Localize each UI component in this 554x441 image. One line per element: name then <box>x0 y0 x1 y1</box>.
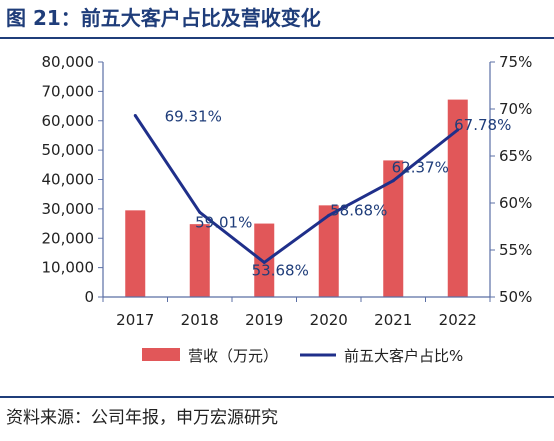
x-tick-label-2021: 2021 <box>374 311 412 329</box>
data-label-2018: 59.01% <box>195 213 252 231</box>
line-point-2018 <box>198 210 202 214</box>
bar-2020 <box>318 205 339 297</box>
y-left-tick-label: 0 <box>84 288 94 306</box>
y-left-tick-label: 50,000 <box>42 141 95 159</box>
y-left-tick-label: 10,000 <box>42 259 95 277</box>
y-left-tick-label: 60,000 <box>42 112 95 130</box>
y-left-tick-label: 40,000 <box>42 171 95 189</box>
source-note: 资料来源：公司年报，申万宏源研究 <box>6 408 278 428</box>
y-right-tick-label: 75% <box>499 53 532 71</box>
data-label-2019: 53.68% <box>252 261 309 279</box>
y-left-tick-label: 70,000 <box>42 82 95 100</box>
y-left-tick-label: 30,000 <box>42 200 95 218</box>
x-tick-label-2019: 2019 <box>245 311 283 329</box>
y-right-tick-label: 70% <box>499 100 532 118</box>
x-tick-label-2020: 2020 <box>310 311 348 329</box>
x-tick-label-2018: 2018 <box>181 311 219 329</box>
bar-2021 <box>383 160 404 297</box>
legend-label-share: 前五大客户占比% <box>344 347 463 365</box>
bar-2022 <box>447 99 468 297</box>
line-point-2019 <box>262 260 266 264</box>
y-right-tick-label: 55% <box>499 241 532 259</box>
line-point-2021 <box>391 179 395 183</box>
bar-2019 <box>254 223 275 297</box>
line-point-2022 <box>456 128 460 132</box>
data-label-2020: 58.68% <box>330 201 387 219</box>
x-tick-label-2022: 2022 <box>439 311 477 329</box>
chart-area: 0 10,000 20,000 30,000 40,000 50,000 60,000 70,… <box>42 53 533 365</box>
data-label-2021: 62.37% <box>392 159 449 177</box>
figure-title: 图 21：前五大客户占比及营收变化 <box>6 6 321 30</box>
title-divider <box>0 37 554 39</box>
y-left-tick-label: 80,000 <box>42 53 95 71</box>
y-left-tick-label: 20,000 <box>42 229 95 247</box>
x-tick-label-2017: 2017 <box>116 311 154 329</box>
y-right-tick-label: 65% <box>499 147 532 165</box>
line-point-2020 <box>327 213 331 217</box>
legend-label-revenue: 营收（万元） <box>188 347 278 365</box>
data-label-2017: 69.31% <box>165 107 222 125</box>
bar-2017 <box>125 210 146 297</box>
data-label-2022: 67.78% <box>454 116 511 134</box>
legend-swatch-revenue <box>142 348 180 361</box>
y-right-tick-label: 60% <box>499 194 532 212</box>
source-divider <box>0 396 554 398</box>
line-point-2017 <box>133 113 137 117</box>
line-series-top5-share <box>134 114 459 264</box>
bar-2018 <box>189 224 210 297</box>
y-right-tick-label: 50% <box>499 288 532 306</box>
